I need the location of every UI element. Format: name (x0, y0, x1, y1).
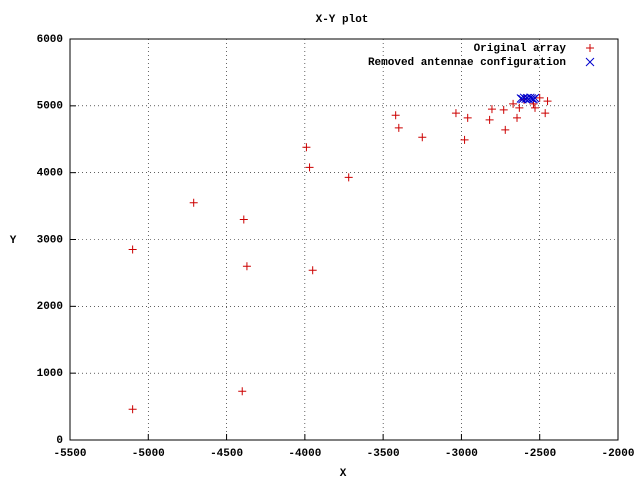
y-tick-label: 5000 (37, 101, 63, 113)
y-tick-label: 6000 (37, 34, 63, 46)
y-tick-label: 1000 (37, 368, 63, 380)
point (242, 262, 251, 271)
point (344, 173, 353, 182)
point (501, 125, 510, 134)
point (302, 143, 311, 152)
legend-marker (586, 44, 594, 52)
x-tick-label: -4500 (210, 448, 243, 460)
point (394, 123, 403, 132)
point (239, 215, 248, 224)
x-tick-label: -5000 (132, 448, 165, 460)
x-tick-label: -5500 (53, 448, 86, 460)
point (463, 113, 472, 122)
point (499, 105, 508, 114)
point (418, 133, 427, 142)
point (531, 103, 540, 112)
x-axis-label: X (340, 468, 347, 480)
point (305, 163, 314, 172)
point (451, 109, 460, 118)
point (535, 93, 544, 102)
legend-marker (585, 57, 595, 67)
x-tick-label: -4000 (288, 448, 321, 460)
point (515, 103, 524, 112)
point (541, 109, 550, 118)
point (509, 99, 518, 108)
x-tick-label: -2000 (601, 448, 634, 460)
point (238, 387, 247, 396)
x-tick-label: -3500 (367, 448, 400, 460)
point (527, 94, 537, 103)
point (189, 198, 198, 207)
plot-frame (69, 38, 619, 441)
legend-label: Original array (474, 43, 567, 55)
y-tick-label: 3000 (37, 234, 63, 246)
point (391, 111, 400, 120)
chart-title: X-Y plot (316, 14, 369, 26)
legend-label: Removed antennae configuration (368, 57, 566, 69)
point (308, 266, 317, 275)
point (530, 93, 540, 103)
point (513, 113, 522, 122)
y-axis-label: Y (10, 235, 17, 247)
point (487, 105, 496, 114)
x-tick-label: -3000 (445, 448, 478, 460)
y-tick-label: 2000 (37, 301, 63, 313)
y-tick-label: 0 (56, 435, 63, 447)
point (543, 97, 552, 106)
point (128, 245, 137, 254)
point (485, 115, 494, 124)
point (460, 135, 469, 144)
x-tick-label: -2500 (523, 448, 556, 460)
y-tick-label: 4000 (37, 168, 63, 180)
point (128, 405, 137, 414)
